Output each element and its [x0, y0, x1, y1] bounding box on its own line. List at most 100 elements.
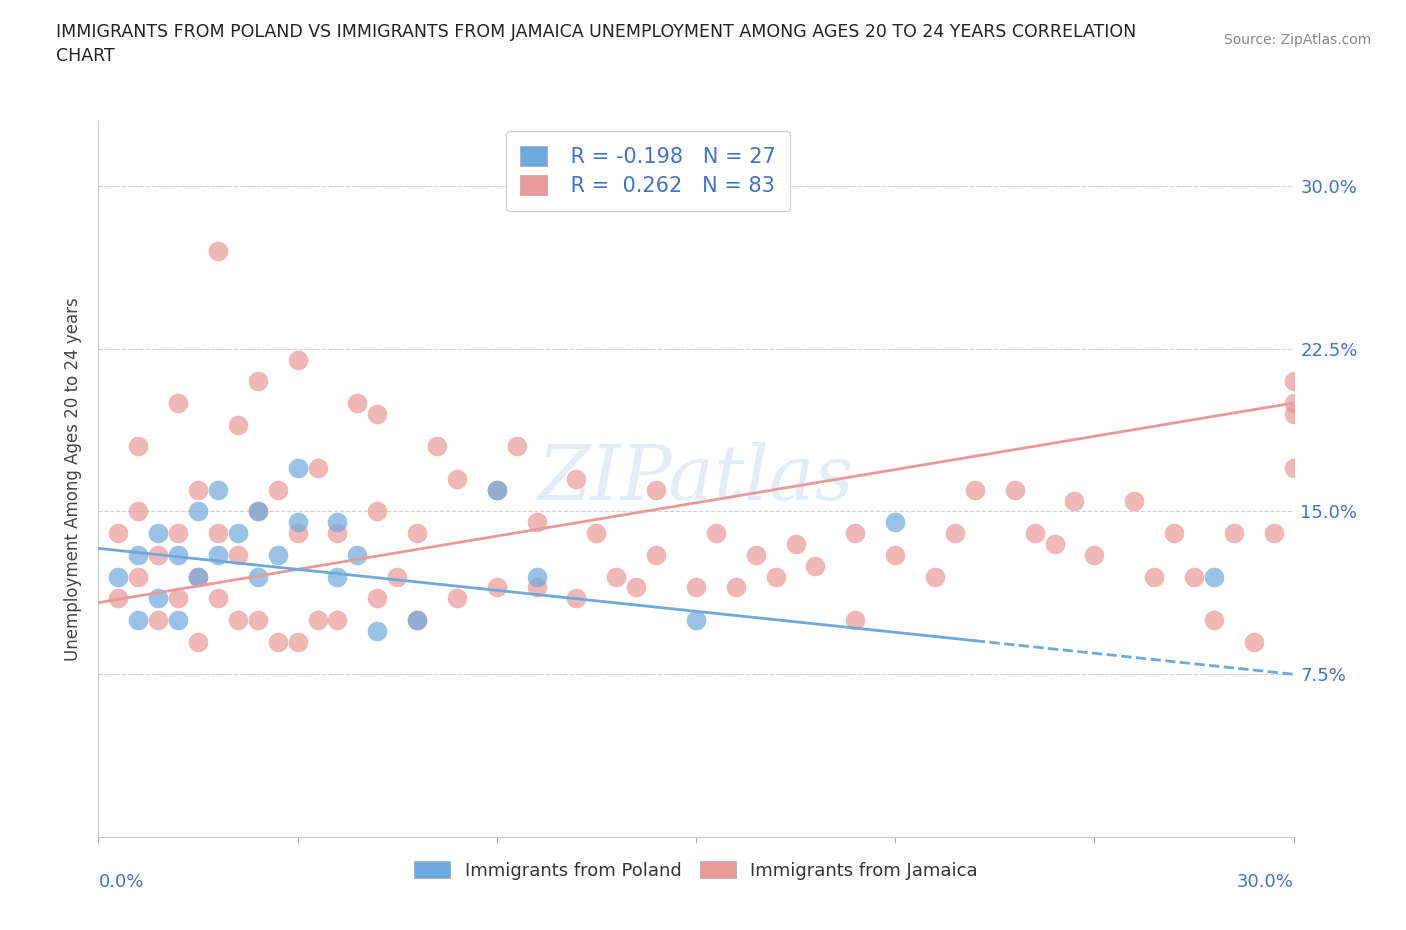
Point [804, 558, 827, 573]
Point [187, 569, 209, 584]
Point [565, 591, 588, 605]
Point [107, 525, 129, 540]
Point [924, 569, 946, 584]
Point [506, 439, 529, 454]
Point [326, 569, 349, 584]
Point [1024, 525, 1046, 540]
Point [246, 504, 269, 519]
Point [207, 244, 229, 259]
Point [127, 569, 149, 584]
Point [1143, 569, 1166, 584]
Point [107, 591, 129, 605]
Point [167, 591, 190, 605]
Point [167, 395, 190, 410]
Point [565, 472, 588, 486]
Point [1282, 460, 1305, 475]
Legend: Immigrants from Poland, Immigrants from Jamaica: Immigrants from Poland, Immigrants from … [405, 852, 987, 889]
Point [1083, 548, 1105, 563]
Point [963, 483, 986, 498]
Point [267, 548, 290, 563]
Point [844, 613, 866, 628]
Point [127, 504, 149, 519]
Point [366, 591, 388, 605]
Point [187, 504, 209, 519]
Point [685, 580, 707, 595]
Point [246, 374, 269, 389]
Point [1282, 374, 1305, 389]
Point [844, 525, 866, 540]
Point [148, 613, 170, 628]
Point [267, 483, 290, 498]
Point [246, 504, 269, 519]
Point [366, 623, 388, 638]
Point [287, 352, 309, 367]
Text: 0.0%: 0.0% [98, 872, 143, 891]
Point [645, 483, 668, 498]
Point [207, 483, 229, 498]
Point [148, 591, 170, 605]
Point [724, 580, 747, 595]
Point [446, 591, 468, 605]
Y-axis label: Unemployment Among Ages 20 to 24 years: Unemployment Among Ages 20 to 24 years [65, 297, 83, 661]
Point [406, 613, 429, 628]
Point [1182, 569, 1205, 584]
Point [704, 525, 727, 540]
Point [1043, 537, 1066, 551]
Point [187, 634, 209, 649]
Point [346, 548, 368, 563]
Text: 30.0%: 30.0% [1237, 872, 1294, 891]
Point [107, 569, 129, 584]
Point [1243, 634, 1265, 649]
Point [406, 613, 429, 628]
Point [884, 548, 907, 563]
Point [127, 439, 149, 454]
Point [585, 525, 607, 540]
Point [526, 515, 548, 530]
Point [385, 569, 409, 584]
Point [127, 613, 149, 628]
Point [1004, 483, 1026, 498]
Point [745, 548, 768, 563]
Point [187, 569, 209, 584]
Point [446, 472, 468, 486]
Point [226, 418, 249, 432]
Point [326, 525, 349, 540]
Point [1202, 613, 1225, 628]
Point [485, 483, 508, 498]
Point [884, 515, 907, 530]
Point [207, 525, 229, 540]
Point [167, 548, 190, 563]
Point [605, 569, 627, 584]
Point [167, 525, 190, 540]
Text: ZIPatlas: ZIPatlas [537, 442, 855, 516]
Point [307, 460, 329, 475]
Point [1123, 493, 1146, 508]
Point [426, 439, 449, 454]
Point [1263, 525, 1285, 540]
Point [1282, 395, 1305, 410]
Point [307, 613, 329, 628]
Point [148, 525, 170, 540]
Point [326, 515, 349, 530]
Point [207, 591, 229, 605]
Point [626, 580, 648, 595]
Point [1163, 525, 1185, 540]
Point [167, 613, 190, 628]
Point [765, 569, 787, 584]
Point [1063, 493, 1085, 508]
Point [346, 395, 368, 410]
Point [785, 537, 807, 551]
Point [287, 515, 309, 530]
Point [526, 569, 548, 584]
Point [267, 634, 290, 649]
Point [485, 483, 508, 498]
Point [943, 525, 966, 540]
Point [526, 580, 548, 595]
Point [366, 504, 388, 519]
Text: IMMIGRANTS FROM POLAND VS IMMIGRANTS FROM JAMAICA UNEMPLOYMENT AMONG AGES 20 TO : IMMIGRANTS FROM POLAND VS IMMIGRANTS FRO… [56, 23, 1136, 65]
Point [326, 613, 349, 628]
Text: Source: ZipAtlas.com: Source: ZipAtlas.com [1223, 33, 1371, 46]
Point [1282, 406, 1305, 421]
Point [685, 613, 707, 628]
Point [127, 548, 149, 563]
